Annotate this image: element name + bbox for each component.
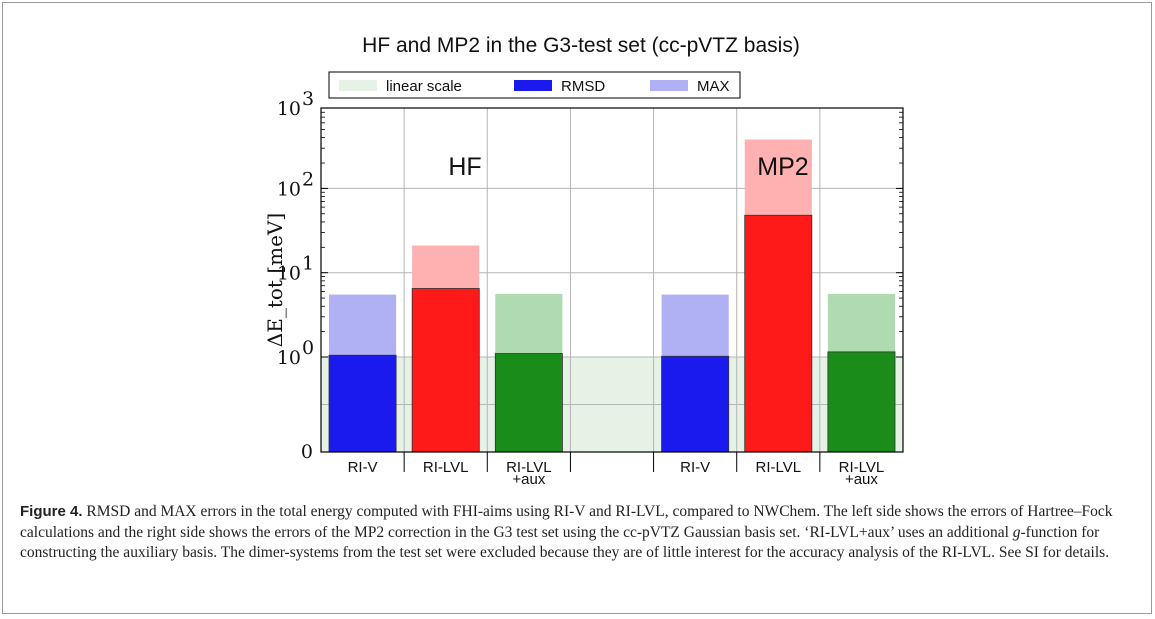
- caption-text-1: RMSD and MAX errors in the total energy …: [20, 503, 1113, 541]
- x-tick-label-sub: +aux: [512, 471, 545, 488]
- legend-swatch-linear: [339, 80, 377, 91]
- caption-text-2: -function for constructing the auxiliary…: [20, 523, 1110, 562]
- y-tick-label-exponent: 3: [302, 88, 314, 110]
- y-tick-label-exponent: 0: [302, 337, 314, 359]
- y-axis-label: ΔE_tot [meV]: [263, 213, 287, 347]
- bar-rmsd-1: [411, 288, 480, 453]
- chart: HF and MP2 in the G3-test set (cc-pVTZ b…: [263, 34, 904, 488]
- y-tick-label: 0: [301, 441, 313, 463]
- figure-caption: Figure 4. RMSD and MAX errors in the tot…: [20, 502, 1130, 564]
- x-tick-label: RI-LVL: [506, 459, 552, 476]
- caption-g: g: [1012, 523, 1021, 541]
- legend-label-rmsd: RMSD: [561, 78, 605, 95]
- plot-frame: [320, 107, 904, 453]
- bar-rmsd-5: [744, 214, 813, 453]
- bar-rmsd-6: [827, 351, 896, 453]
- group-label-hf: HF: [448, 153, 481, 181]
- y-tick-label-exponent: 1: [302, 253, 314, 275]
- group-label-mp2: MP2: [757, 153, 808, 181]
- y-tick-label: 10: [277, 347, 301, 369]
- x-tick-label: RI-V: [680, 459, 710, 476]
- chart-title: HF and MP2 in the G3-test set (cc-pVTZ b…: [362, 34, 800, 57]
- legend-label-linear: linear scale: [386, 78, 462, 95]
- x-tick-label-sub: +aux: [845, 471, 878, 488]
- x-tick-label: RI-LVL: [423, 459, 469, 476]
- legend-label-max: MAX: [697, 78, 730, 95]
- caption-label: Figure 4.: [20, 503, 83, 520]
- bar-rmsd-0: [328, 354, 397, 453]
- y-tick-label-exponent: 2: [302, 168, 314, 190]
- legend: linear scale RMSD MAX: [328, 71, 741, 99]
- x-tick-label: RI-V: [348, 459, 378, 476]
- bar-rmsd-2: [494, 353, 563, 453]
- y-tick-label: 10: [277, 98, 301, 120]
- bar-rmsd-4: [661, 355, 730, 453]
- legend-swatch-max: [650, 80, 688, 91]
- y-tick-label: 10: [277, 263, 301, 285]
- x-tick-label: RI-LVL: [839, 459, 885, 476]
- legend-swatch-rmsd: [514, 80, 552, 91]
- y-tick-label: 10: [277, 178, 301, 200]
- x-tick-label: RI-LVL: [755, 459, 801, 476]
